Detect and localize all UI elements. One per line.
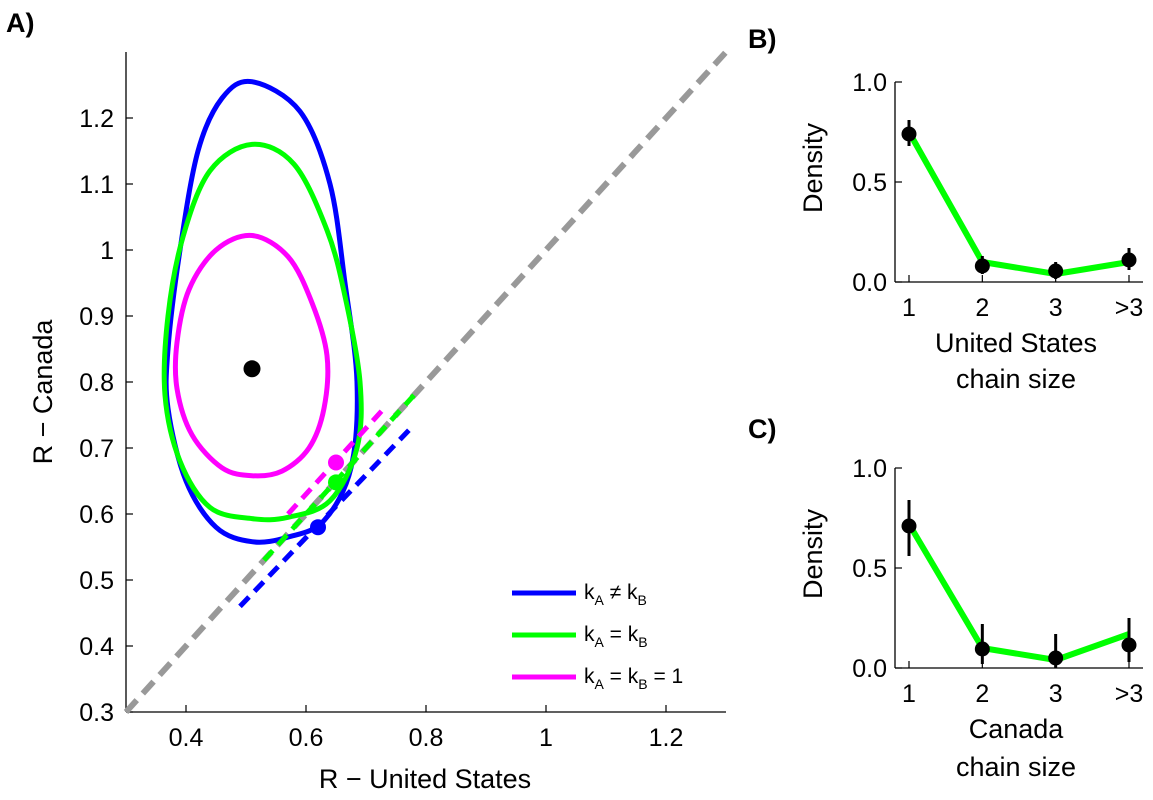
panel-c-xtick-label: 1	[902, 680, 916, 708]
panel-a-ticks: 0.4 0.6 0.8 1 1.2 0.3 0.4 0.5 0.6 0.7 0.8 0.9 1 1.1 1.…	[79, 105, 683, 752]
panel-c-axes: 0.0 0.5 1.0 1 2 3 >3	[852, 455, 1143, 708]
panel-c-ytick-label: 0.0	[852, 655, 887, 683]
panel-a-legend: kA ≠ kB kA = kB kA = kB = 1	[512, 581, 683, 692]
panel-c-xtick-label: >3	[1115, 680, 1144, 708]
panel-c-data	[901, 500, 1137, 668]
panel-a-xtick-label: 0.6	[289, 724, 324, 752]
panel-a-label: A)	[6, 8, 35, 38]
panel-a-legend-label-1: kA ≠ kB	[584, 581, 647, 608]
panel-c-series-line	[906, 522, 1131, 663]
panel-a: A) 0.4 0.6 0.8 1 1.2 0.3 0.4 0.5 0.6 0.7 0.8 0.9 1 1.…	[6, 8, 729, 794]
panel-a-ytick-label: 1.1	[79, 171, 114, 199]
panel-c: C) 0.0 0.5 1.0 1 2 3 >3 Density Canada chain s…	[748, 414, 1143, 782]
panel-c-label: C)	[748, 414, 777, 444]
panel-b-xlabel-line1: United States	[935, 328, 1097, 358]
panel-b-xtick-label: >3	[1115, 294, 1144, 322]
panel-c-xtick-label: 3	[1049, 680, 1063, 708]
panel-a-diagonal-line	[123, 49, 729, 715]
panel-b-axes: 0.0 0.5 1.0 1 2 3 >3	[852, 69, 1143, 322]
panel-b: B) 0.00.51.01 2 3 >3 Density United States …	[748, 24, 1143, 394]
panel-a-contour-series-3	[172, 232, 331, 479]
panel-a-ytick-label: 1	[100, 237, 114, 265]
panel-b-xlabel-line2: chain size	[956, 364, 1076, 394]
panel-a-ytick-label: 0.9	[79, 303, 114, 331]
panel-c-xlabel-line1: Canada	[969, 714, 1065, 744]
panel-c-ytick-label: 1.0	[852, 455, 887, 483]
panel-c-data-point	[974, 641, 990, 657]
panel-c-data-point	[901, 518, 917, 534]
panel-a-contour-series-1	[163, 78, 360, 545]
panel-a-ytick-label: 0.8	[79, 369, 114, 397]
panel-a-xtick-label: 0.8	[409, 724, 444, 752]
panel-a-ytick-label: 1.2	[79, 105, 114, 133]
panel-c-xtick-label: 2	[975, 680, 989, 708]
panel-b-data-point	[901, 126, 917, 142]
panel-b-xtick-label: 3	[1049, 294, 1063, 322]
panel-a-ytick-label: 0.5	[79, 567, 114, 595]
panel-a-data	[123, 49, 729, 715]
panel-b-xtick-label: 1	[902, 294, 916, 322]
panel-a-ytick-label: 0.7	[79, 435, 114, 463]
panel-a-legend-label-3: kA = kB = 1	[584, 665, 683, 692]
panel-a-xlabel: R − United States	[319, 764, 531, 794]
panel-a-ytick-label: 0.4	[79, 633, 114, 661]
panel-b-ylabel: Density	[798, 122, 828, 213]
panel-a-ytick-label: 0.3	[79, 699, 114, 727]
panel-a-ytick-label: 0.6	[79, 501, 114, 529]
panel-b-data	[901, 120, 1137, 279]
panel-c-ytick-label: 0.5	[852, 555, 887, 583]
panel-b-ytick-label: 0.0	[852, 269, 887, 297]
panel-a-point-estimate	[243, 360, 261, 378]
panel-a-contour-series-2	[161, 141, 364, 523]
panel-a-marker-series-1	[310, 519, 326, 536]
panel-b-label: B)	[748, 24, 777, 54]
panel-c-data-point	[1048, 650, 1064, 666]
panel-c-xlabel-line2: chain size	[956, 752, 1076, 782]
panel-b-data-point	[1048, 263, 1064, 279]
panel-b-ytick-label: 1.0	[852, 69, 887, 97]
panel-b-data-point	[974, 258, 990, 274]
panel-a-xtick-label: 1	[539, 724, 553, 752]
panel-a-marker-series-3	[328, 454, 344, 471]
panel-a-ylabel: R − Canada	[28, 319, 58, 465]
panel-c-data-point	[1121, 637, 1137, 653]
panel-a-xtick-label: 0.4	[169, 724, 204, 752]
panel-b-series-line	[906, 130, 1130, 277]
panel-a-marker-series-2	[328, 474, 344, 491]
panel-a-xtick-label: 1.2	[649, 724, 684, 752]
panel-b-data-point	[1121, 252, 1137, 268]
panel-b-xtick-label: 2	[975, 294, 989, 322]
panel-a-legend-label-2: kA = kB	[584, 623, 648, 650]
panel-b-ytick-label: 0.5	[852, 169, 887, 197]
panel-c-ylabel: Density	[798, 508, 828, 599]
